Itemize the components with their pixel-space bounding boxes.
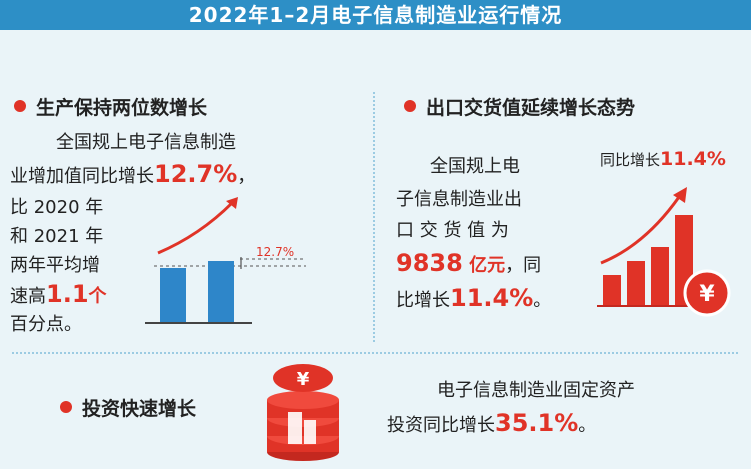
horizontal-divider	[12, 352, 738, 354]
export-growth: 11.4%	[450, 284, 534, 312]
chart-bar-1	[160, 268, 186, 323]
production-heading: 生产保持两位数增长	[36, 97, 208, 119]
investment-growth: 35.1%	[495, 409, 579, 437]
coin-top	[273, 364, 333, 392]
investment-heading: 投资快速增长	[82, 398, 197, 420]
production-line-3: 比 2020 年	[10, 197, 104, 218]
production-line-6: 速高1.1个	[10, 280, 107, 308]
bar-2	[627, 261, 645, 305]
bullet-dot	[60, 401, 72, 413]
building-icon	[288, 412, 302, 444]
export-badge: 同比增长11.4%	[600, 148, 726, 170]
building-icon	[304, 420, 316, 444]
export-line-1: 全国规上电	[430, 156, 520, 177]
yuan-symbol: ¥	[699, 282, 715, 307]
export-value: 9838	[396, 249, 463, 277]
production-line-7: 百分点。	[10, 314, 82, 335]
icon-arrow-line	[600, 196, 681, 265]
export-line-4: 9838 亿元，同	[396, 249, 542, 277]
production-line-2: 业增加值同比增长12.7%，	[10, 160, 256, 188]
yuan-symbol: ¥	[297, 369, 310, 390]
coin-layer	[267, 391, 339, 409]
vertical-divider	[373, 92, 375, 342]
investment-coin-stack-icon: ¥	[267, 364, 339, 461]
chart-bar-2	[208, 261, 234, 323]
bar-3	[651, 247, 669, 305]
production-line-5: 两年平均增	[10, 255, 100, 276]
export-line-2: 子信息制造业出	[396, 189, 522, 210]
investment-line-1: 电子信息制造业固定资产	[437, 380, 635, 401]
title-banner	[0, 0, 751, 30]
bullet-dot	[14, 100, 26, 112]
export-line-5: 比增长11.4%。	[396, 284, 552, 312]
production-bar-chart: 12.7%	[145, 197, 306, 324]
bullet-dot	[404, 100, 416, 112]
production-avg-gap: 1.1	[46, 280, 89, 308]
export-growth-icon: ¥	[597, 187, 731, 317]
growth-arrow-head	[226, 197, 238, 209]
investment-line-2: 投资同比增长35.1%。	[387, 409, 597, 437]
bar-1	[603, 275, 621, 305]
export-heading: 出口交货值延续增长态势	[426, 97, 636, 119]
chart-label: 12.7%	[256, 245, 294, 259]
production-line-1: 全国规上电子信息制造	[56, 132, 236, 153]
icon-arrow-head	[673, 187, 687, 203]
page-title: 2022年1–2月电子信息制造业运行情况	[188, 3, 563, 27]
export-line-3: 口 交 货 值 为	[396, 220, 509, 241]
production-growth: 12.7%	[154, 160, 238, 188]
growth-arrow-line	[157, 201, 234, 255]
yuan-coin-icon	[683, 269, 731, 317]
export-badge-value: 11.4%	[660, 148, 726, 170]
production-line-4: 和 2021 年	[10, 226, 104, 247]
